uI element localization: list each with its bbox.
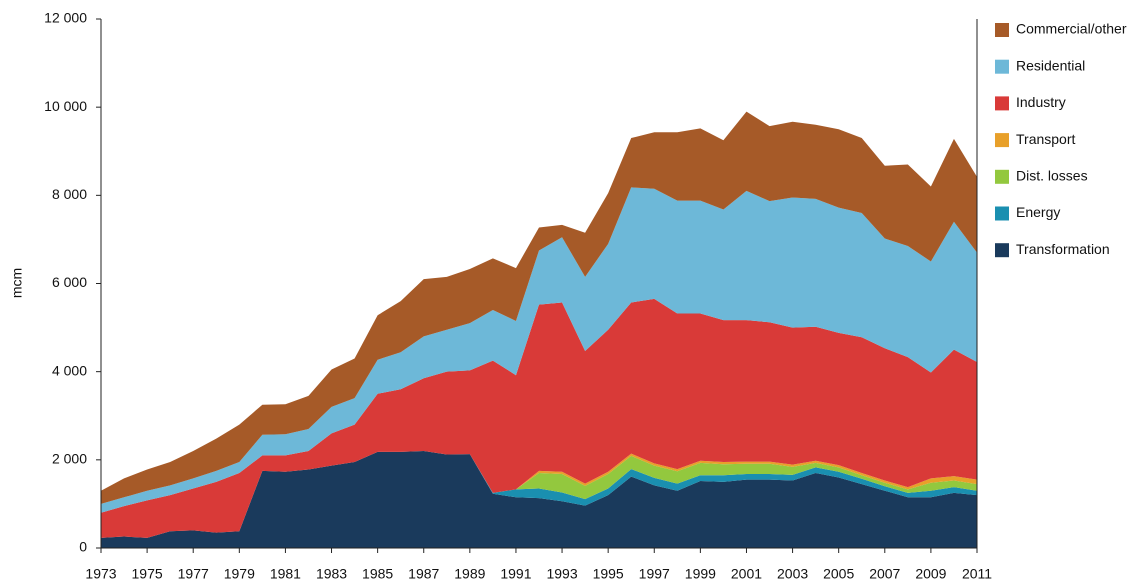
area	[101, 451, 977, 548]
legend-swatch	[995, 59, 1009, 74]
legend-label: Residential	[1016, 57, 1085, 73]
legend-label: Dist. losses	[1016, 168, 1088, 184]
x-tick-label: 1989	[454, 566, 485, 582]
legend-label: Transport	[1016, 131, 1076, 147]
x-tick-label: 1981	[270, 566, 301, 582]
legend-swatch	[995, 133, 1009, 148]
area	[101, 451, 977, 538]
x-tick-label: 2005	[823, 566, 854, 582]
y-tick-label: 2 000	[52, 451, 87, 467]
y-tick-label: 4 000	[52, 362, 87, 378]
x-tick-label: 1977	[178, 566, 209, 582]
area	[101, 187, 977, 513]
x-tick-label: 1979	[224, 566, 255, 582]
legend-label: Commercial/other	[1016, 21, 1127, 37]
x-tick-label: 1985	[362, 566, 393, 582]
legend-swatch	[995, 96, 1009, 111]
y-tick-label: 6 000	[52, 274, 87, 290]
x-tick-label: 2001	[731, 566, 762, 582]
area	[101, 298, 977, 538]
x-tick-label: 1983	[316, 566, 347, 582]
x-tick-label: 1993	[546, 566, 577, 582]
x-tick-label: 2007	[869, 566, 900, 582]
x-tick-label: 1975	[132, 566, 163, 582]
legend-label: Transformation	[1016, 241, 1110, 257]
x-tick-label: 1987	[408, 566, 439, 582]
y-tick-label: 0	[79, 539, 87, 555]
y-axis-label: mcm	[9, 268, 25, 298]
x-tick-label: 2011	[962, 566, 992, 582]
x-tick-label: 1999	[685, 566, 716, 582]
area	[101, 451, 977, 538]
x-tick-label: 1997	[639, 566, 670, 582]
legend-swatch	[995, 23, 1009, 37]
legend-label: Industry	[1016, 94, 1066, 110]
x-tick-label: 2009	[915, 566, 946, 582]
x-tick-label: 2003	[777, 566, 808, 582]
y-tick-label: 12 000	[44, 10, 87, 26]
x-tick-label: 1991	[500, 566, 531, 582]
legend-label: Energy	[1016, 204, 1060, 220]
y-tick-label: 10 000	[44, 98, 87, 114]
x-tick-label: 1995	[593, 566, 624, 582]
legend-swatch	[995, 169, 1009, 184]
legend-swatch	[995, 243, 1009, 258]
y-tick-label: 8 000	[52, 186, 87, 202]
legend-swatch	[995, 206, 1009, 221]
area	[101, 111, 977, 504]
x-tick-label: 1973	[85, 566, 116, 582]
plot-areas	[101, 111, 977, 548]
